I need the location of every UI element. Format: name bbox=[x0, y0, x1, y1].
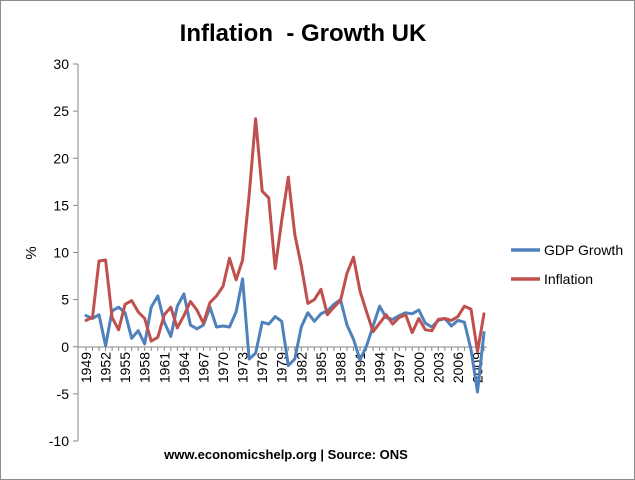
y-axis-label: % bbox=[23, 246, 40, 259]
x-tick-label: 1964 bbox=[176, 352, 192, 383]
legend: GDP Growth Inflation bbox=[511, 242, 623, 287]
x-tick-label: 1979 bbox=[274, 352, 290, 383]
legend-label-gdp-growth: GDP Growth bbox=[544, 242, 623, 258]
y-tick-label: 10 bbox=[53, 245, 69, 261]
x-tick-label: 1967 bbox=[195, 352, 211, 383]
x-tick-label: 1997 bbox=[391, 352, 407, 383]
x-tick-label: 1982 bbox=[293, 352, 309, 383]
y-tick-label: 20 bbox=[53, 150, 69, 166]
x-tick-label: 1949 bbox=[78, 352, 94, 383]
source-footer: www.economicshelp.org | Source: ONS bbox=[163, 447, 408, 462]
y-tick-label: 5 bbox=[61, 292, 69, 308]
chart-title: Inflation - Growth UK bbox=[180, 20, 427, 47]
x-tick-label: 1976 bbox=[254, 352, 270, 383]
x-tick-label: 1958 bbox=[137, 352, 153, 383]
y-tick-label: 15 bbox=[53, 197, 69, 213]
x-tick-label: 1961 bbox=[156, 352, 172, 383]
series-line-gdp-growth bbox=[84, 277, 486, 394]
x-tick-label: 1991 bbox=[352, 352, 368, 383]
series-line-inflation bbox=[84, 117, 486, 353]
y-tick-label: 25 bbox=[53, 103, 69, 119]
x-tick-label: 2006 bbox=[450, 352, 466, 383]
y-tick-label: -10 bbox=[49, 433, 69, 449]
x-tick-label: 2003 bbox=[430, 352, 446, 383]
y-tick-label: 0 bbox=[61, 339, 69, 355]
x-tick-label: 1994 bbox=[372, 352, 388, 383]
x-tick-label: 1955 bbox=[117, 352, 133, 383]
axes bbox=[77, 64, 487, 441]
x-tick-label: 2000 bbox=[411, 352, 427, 383]
y-axis-ticks: 30 25 20 15 10 5 0 -5 -10 bbox=[49, 56, 78, 449]
x-tick-label: 1952 bbox=[98, 352, 114, 383]
x-tick-label: 1973 bbox=[235, 352, 251, 383]
x-tick-label: 1970 bbox=[215, 352, 231, 383]
series-lines bbox=[84, 117, 486, 394]
x-tick-label: 1988 bbox=[332, 352, 348, 383]
legend-label-inflation: Inflation bbox=[544, 271, 593, 287]
y-tick-label: 30 bbox=[53, 56, 69, 72]
y-tick-label: -5 bbox=[57, 386, 70, 402]
x-axis-ticks: 1949 1952 1955 1958 1961 1964 1967 1970 1973 1976… bbox=[78, 347, 485, 383]
x-tick-label: 1985 bbox=[313, 352, 329, 383]
